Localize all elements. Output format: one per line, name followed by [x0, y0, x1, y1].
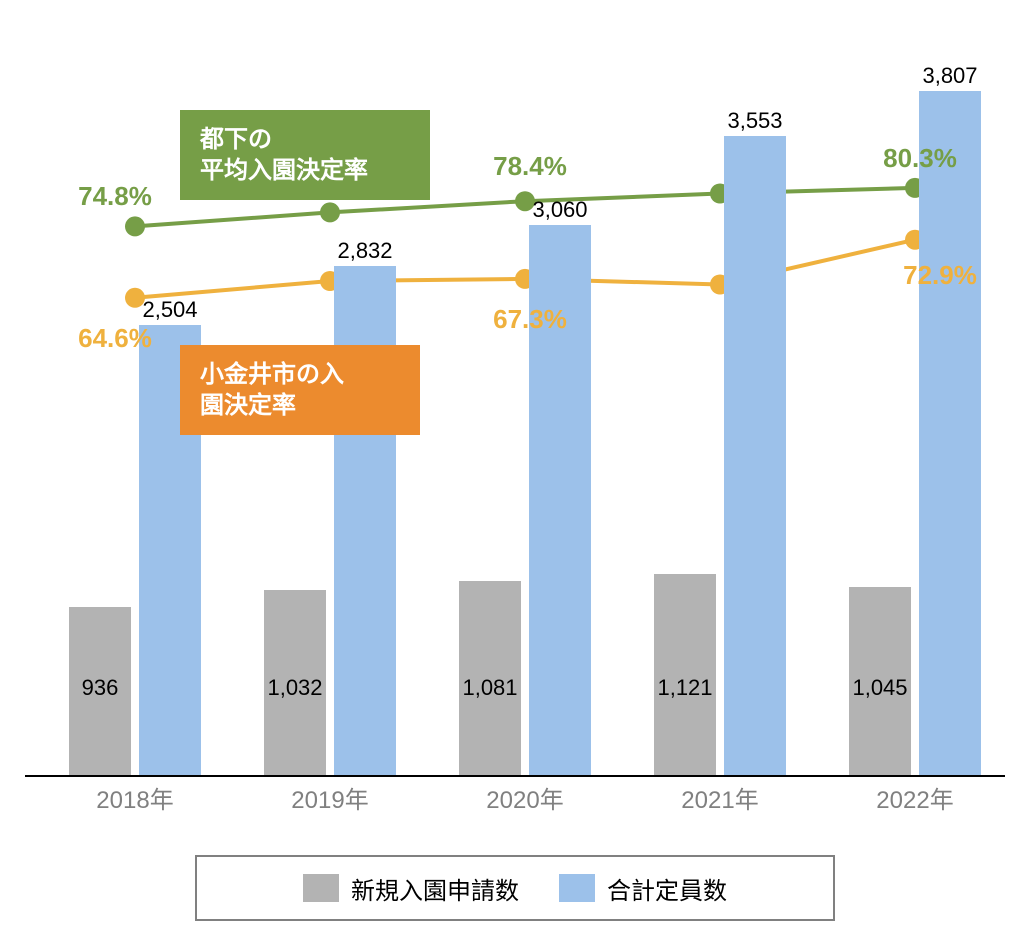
- chart-container: 2018年 2019年 2020年 2021年 2022年 2,504 936 2,832 1…: [0, 0, 1030, 940]
- legend-item: 新規入園申請数: [303, 871, 519, 906]
- x-tick-label: 2018年: [96, 780, 173, 815]
- legend-label: 合計定員数: [607, 871, 727, 906]
- bar-series-b: [919, 91, 981, 775]
- x-tick-label: 2021年: [681, 780, 758, 815]
- bar-series-b: [334, 266, 396, 775]
- x-tick-label: 2019年: [291, 780, 368, 815]
- pct-label-orange: 64.6%: [78, 323, 152, 354]
- pct-label-orange: 67.3%: [493, 304, 567, 335]
- pct-label-green: 78.4%: [493, 151, 567, 182]
- x-tick-label: 2022年: [876, 780, 953, 815]
- bar-value-series-b: 3,060: [532, 197, 587, 223]
- legend-swatch: [559, 874, 595, 902]
- bar-value-series-b: 2,504: [142, 297, 197, 323]
- callout-orange: 小金井市の入園決定率: [180, 345, 420, 435]
- bar-value-series-a: 1,032: [267, 675, 322, 701]
- bar-value-series-b: 3,807: [922, 63, 977, 89]
- plot-area: 2018年2019年2020年2021年2022年 2,5049362,8321…: [25, 20, 1005, 775]
- x-tick-label: 2020年: [486, 780, 563, 815]
- bar-value-series-b: 2,832: [337, 238, 392, 264]
- legend: 新規入園申請数 合計定員数: [195, 855, 835, 921]
- x-axis: [25, 775, 1005, 777]
- bar-value-series-a: 1,121: [657, 675, 712, 701]
- line-orange: [135, 240, 915, 298]
- bar-series-b: [724, 136, 786, 775]
- legend-swatch: [303, 874, 339, 902]
- marker-green: [320, 202, 340, 222]
- pct-label-orange: 72.9%: [903, 260, 977, 291]
- bar-value-series-a: 936: [82, 675, 119, 701]
- bar-value-series-a: 1,045: [852, 675, 907, 701]
- legend-label: 新規入園申請数: [351, 871, 519, 906]
- callout-green: 都下の平均入園決定率: [180, 110, 430, 200]
- pct-label-green: 80.3%: [883, 143, 957, 174]
- legend-item: 合計定員数: [559, 871, 727, 906]
- pct-label-green: 74.8%: [78, 181, 152, 212]
- bar-value-series-a: 1,081: [462, 675, 517, 701]
- marker-green: [125, 216, 145, 236]
- bar-value-series-b: 3,553: [727, 108, 782, 134]
- x-axis-labels: 2018年 2019年 2020年 2021年 2022年: [25, 780, 1005, 820]
